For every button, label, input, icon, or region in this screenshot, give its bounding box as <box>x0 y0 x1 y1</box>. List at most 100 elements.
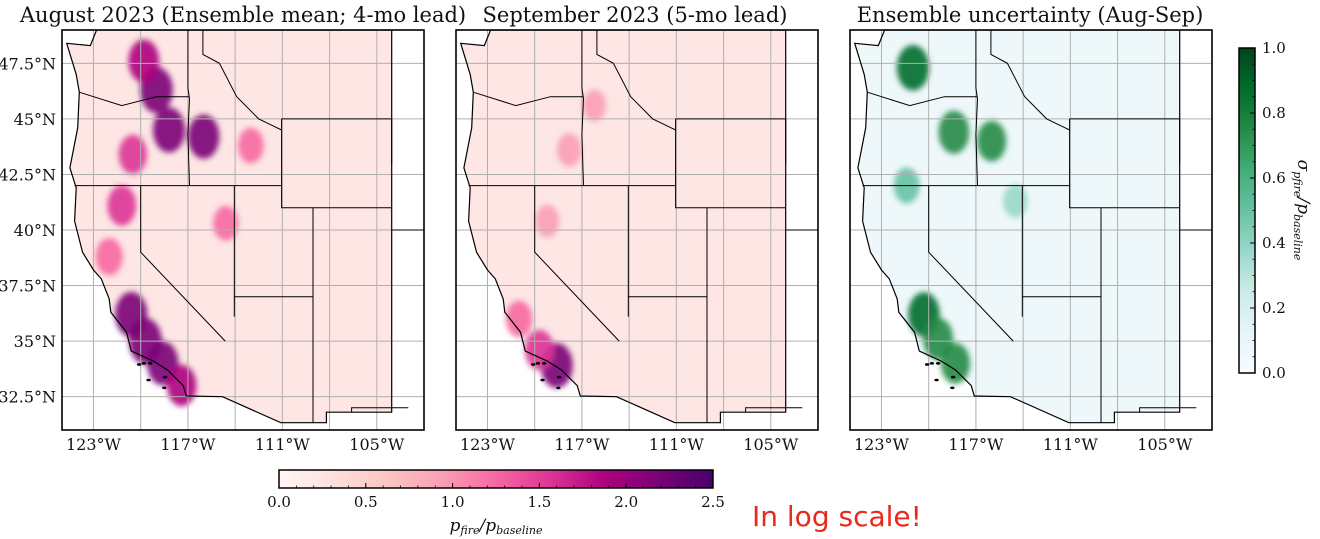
panel-frame <box>455 29 819 431</box>
state-border <box>596 30 676 131</box>
colorbar-bottom-fill <box>278 469 714 489</box>
colorbar-right-tick-label: 0.0 <box>1262 364 1286 382</box>
heat-layer <box>893 44 1028 384</box>
island <box>147 362 153 365</box>
island <box>535 362 541 365</box>
y-tick-label: 47.5°N <box>0 54 56 73</box>
state-border <box>867 91 978 107</box>
colorbar-right-tick-label: 1.0 <box>1262 39 1286 57</box>
island <box>146 378 151 382</box>
hotspot-8 <box>1003 184 1028 218</box>
colorbar-right-tick-label: 0.8 <box>1262 104 1286 122</box>
x-tick-label: 123°W <box>460 435 516 454</box>
colorbar-right-label: σpfire/pbaseline <box>1291 160 1313 261</box>
colorbar-bottom-tick-label: 1.0 <box>441 493 465 511</box>
state-border <box>1069 118 1180 209</box>
colorbar-right-tick-label: 0.2 <box>1262 299 1286 317</box>
y-tick-label: 37.5°N <box>0 277 56 296</box>
heat-layer <box>505 89 607 389</box>
x-tick-label: 111°W <box>649 435 705 454</box>
hotspot-12 <box>238 127 264 164</box>
x-tick-label: 117°W <box>160 435 216 454</box>
hotspot-2 <box>524 329 554 371</box>
colorbar-bottom-tick-label: 2.0 <box>614 493 638 511</box>
state-border <box>187 30 191 186</box>
colorbar-bottom-tick-label: 0.5 <box>354 493 378 511</box>
island <box>162 386 167 390</box>
state-border <box>534 185 620 342</box>
hotspot-11 <box>95 237 123 276</box>
hotspot-3 <box>128 39 160 83</box>
hotspot-3 <box>977 120 1007 162</box>
state-border <box>79 91 190 107</box>
island <box>141 362 147 365</box>
hotspot-5 <box>118 134 147 175</box>
x-tick-label: 105°W <box>1137 435 1193 454</box>
state-border <box>975 30 979 186</box>
state-border <box>675 118 786 209</box>
land-fill <box>460 30 786 423</box>
x-tick-label: 117°W <box>948 435 1004 454</box>
panel-title-august: August 2023 (Ensemble mean; 4-mo lead) <box>19 3 466 27</box>
state-border <box>745 407 803 413</box>
hotspot-3 <box>505 300 533 338</box>
island <box>540 378 545 382</box>
state-border <box>281 118 392 209</box>
island <box>556 375 562 379</box>
hotspot-5 <box>535 204 560 238</box>
colorbar-right: 0.0 0.2 0.4 0.6 0.8 1.0 σpfire/pbaseline <box>1238 39 1313 382</box>
state-border <box>990 30 1070 131</box>
hotspot-6 <box>940 342 971 384</box>
panel-title-september: September 2023 (5-mo lead) <box>483 3 788 27</box>
state-border <box>140 185 226 342</box>
coastline <box>65 30 393 424</box>
panel-title-uncertainty: Ensemble uncertainty (Aug-Sep) <box>857 3 1204 27</box>
island <box>541 362 547 365</box>
colorbar-right-tick-label: 0.4 <box>1262 234 1286 252</box>
panel-frame <box>61 29 425 431</box>
state-border <box>581 30 585 186</box>
hotspot-2 <box>938 110 970 154</box>
map-panel-1 <box>62 30 424 430</box>
state-border <box>928 185 1014 342</box>
island <box>950 386 955 390</box>
panel-frame <box>849 29 1213 431</box>
hotspot-6 <box>582 89 607 122</box>
island <box>924 363 930 366</box>
hotspot-10 <box>166 364 197 407</box>
island <box>934 378 939 382</box>
y-tick-label: 42.5°N <box>0 165 56 184</box>
state-border <box>1139 407 1197 413</box>
hotspot-2 <box>152 107 186 153</box>
y-tick-label: 40°N <box>14 221 56 240</box>
hotspot-4 <box>557 133 582 167</box>
hotspot-13 <box>213 206 239 241</box>
island <box>935 362 941 365</box>
hotspot-4 <box>187 114 220 159</box>
x-tick-label: 105°W <box>743 435 799 454</box>
island <box>929 362 935 365</box>
gridlines <box>850 30 1212 430</box>
hotspot-1 <box>896 44 930 91</box>
x-tick-label: 123°W <box>854 435 910 454</box>
coastline <box>459 30 787 424</box>
gridlines <box>62 30 424 430</box>
y-tick-label: 32.5°N <box>0 388 56 407</box>
x-tick-label: 111°W <box>1043 435 1099 454</box>
colorbar-bottom-tick-label: 0.0 <box>267 493 291 511</box>
island <box>530 363 536 366</box>
log-scale-annotation: In log scale! <box>752 500 922 533</box>
colorbar-bottom-tick-label: 2.5 <box>701 493 725 511</box>
state-border <box>351 407 409 413</box>
colorbar-bottom-ticks: 0.0 0.5 1.0 1.5 2.0 2.5 <box>267 483 725 511</box>
state-border <box>202 30 282 131</box>
map-panel-3 <box>850 30 1212 430</box>
map-panels: 123°W 117°W 111°W 105°W 123°W 117°W 111°W 105°W… <box>0 29 1213 454</box>
island <box>556 386 561 390</box>
y-tick-label: 35°N <box>14 332 56 351</box>
x-tick-label: 123°W <box>66 435 122 454</box>
island <box>950 375 956 379</box>
x-tick-label: 111°W <box>255 435 311 454</box>
colorbar-bottom-tick-label: 1.5 <box>527 493 551 511</box>
